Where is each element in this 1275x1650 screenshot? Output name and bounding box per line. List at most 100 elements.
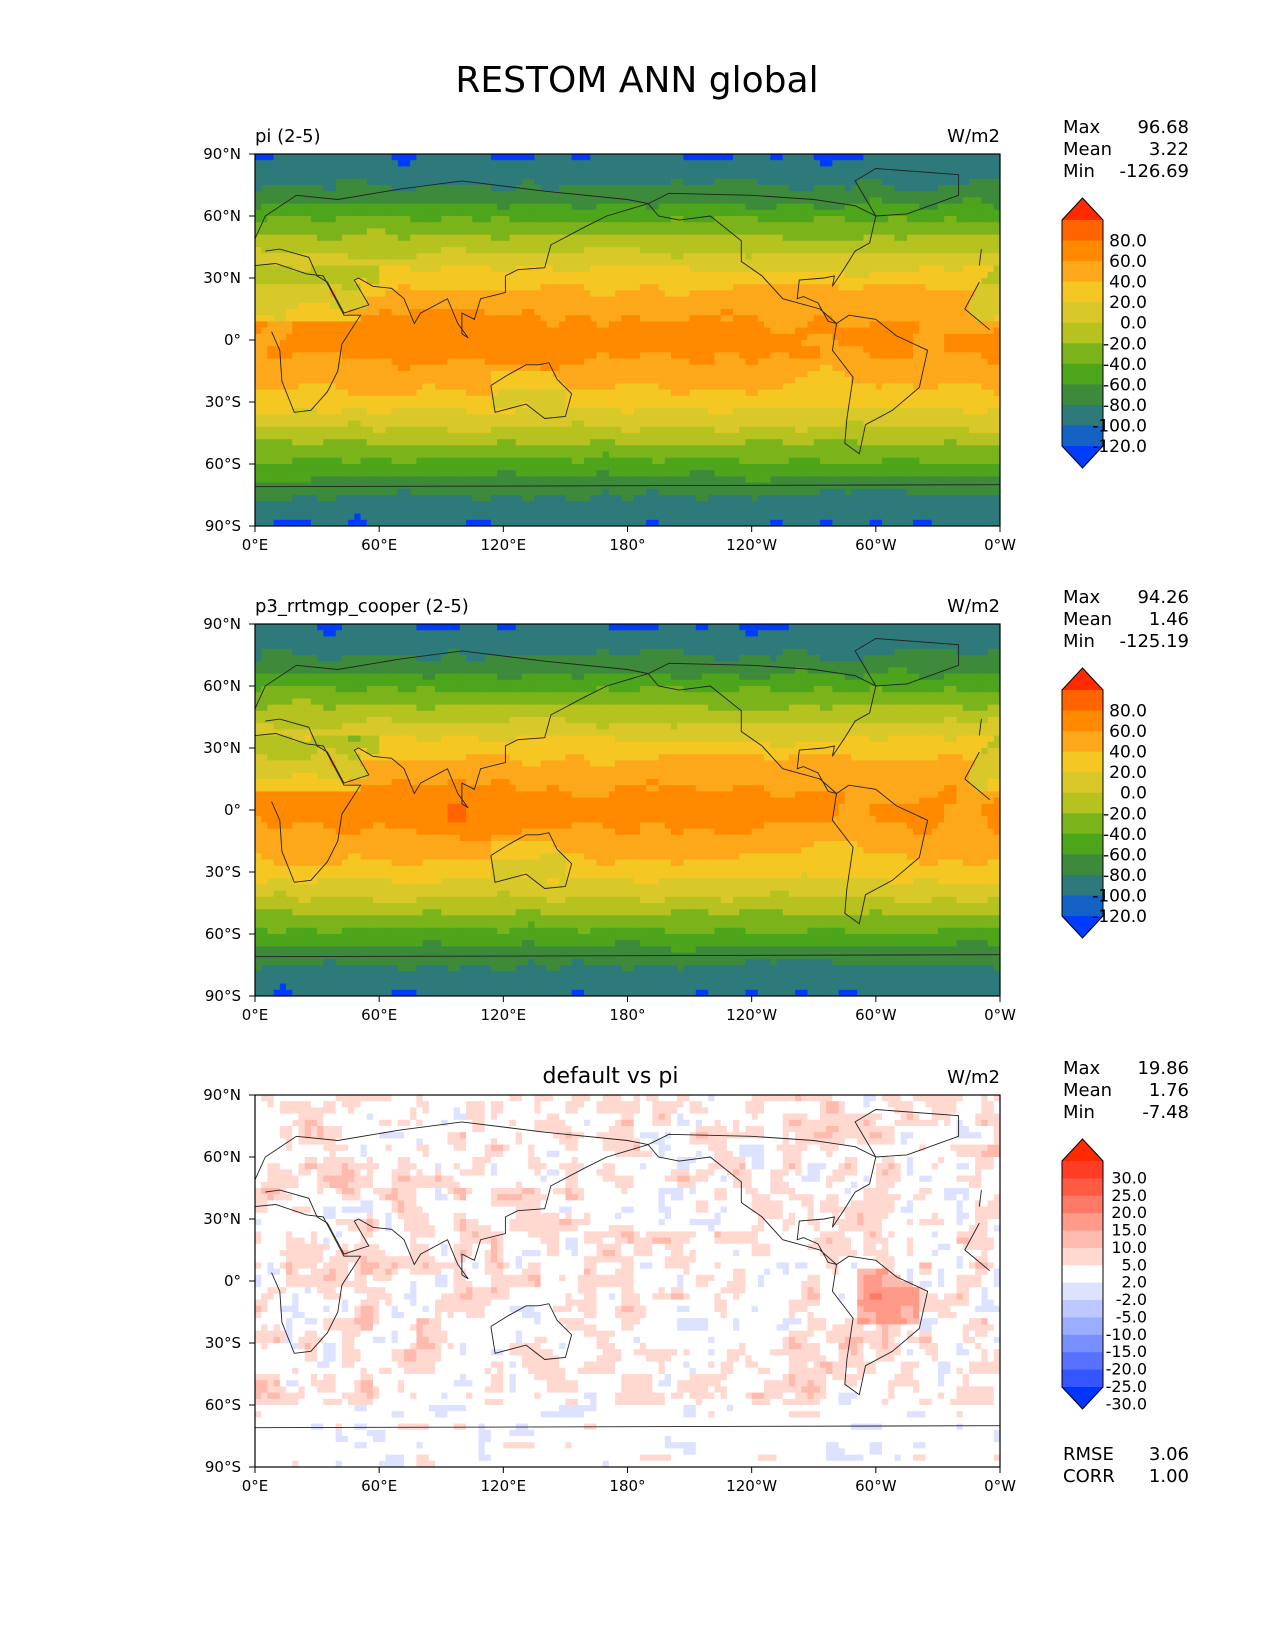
lat-tick-label: 60°N: [203, 677, 241, 695]
stat-value: 3.22: [1149, 139, 1189, 160]
panel-units: W/m2: [947, 1067, 1000, 1088]
colorbar-tick-label: -40.0: [1103, 355, 1147, 375]
colorbar-segment: [1062, 241, 1103, 262]
colorbar-tick-label: -80.0: [1103, 396, 1147, 416]
lat-tick-label: 30°S: [205, 393, 241, 411]
lat-tick-label: 60°S: [205, 1396, 241, 1414]
stat-value: -126.69: [1120, 161, 1189, 182]
stat-label: Mean: [1063, 1080, 1112, 1101]
colorbar-tick-label: 30.0: [1111, 1168, 1147, 1187]
lat-tick-label: 60°S: [205, 925, 241, 943]
colorbar-segment: [1062, 1231, 1103, 1249]
colorbar-tick-label: -100.0: [1092, 416, 1147, 436]
panel-units: W/m2: [947, 126, 1000, 147]
stat-label: Mean: [1063, 609, 1112, 630]
colorbar-segment: [1062, 834, 1103, 855]
colorbar-tick-label: 80.0: [1109, 232, 1147, 252]
colorbar-tick-label: -40.0: [1103, 825, 1147, 845]
lon-tick-label: 120°W: [726, 1006, 777, 1024]
colorbar-tick-label: -5.0: [1116, 1307, 1147, 1326]
lat-tick-label: 90°S: [205, 517, 241, 535]
colorbar-segment: [1062, 1317, 1103, 1335]
colorbar-tick-label: -120.0: [1092, 437, 1147, 457]
colorbar-tick-label: -10.0: [1106, 1325, 1147, 1344]
colorbar-tick-label: 40.0: [1109, 743, 1147, 763]
stat-label: Min: [1063, 631, 1095, 652]
colorbar-segment: [1062, 813, 1103, 834]
lon-tick-label: 120°W: [726, 536, 777, 554]
lon-tick-label: 0°E: [242, 536, 269, 554]
lon-tick-label: 120°E: [481, 536, 527, 554]
lat-tick-label: 90°S: [205, 1458, 241, 1476]
colorbar-segment: [1062, 752, 1103, 773]
colorbar-tick-label: -100.0: [1092, 886, 1147, 906]
colorbar-segment: [1062, 1283, 1103, 1301]
lon-tick-label: 60°E: [361, 1006, 397, 1024]
colorbar-segment: [1062, 1196, 1103, 1214]
stat-value: -7.48: [1142, 1102, 1189, 1123]
stat-label: Max: [1063, 1058, 1101, 1079]
colorbar-segment: [1062, 364, 1103, 385]
lon-tick-label: 0°W: [984, 1477, 1016, 1495]
colorbar-segment: [1062, 772, 1103, 793]
colorbar-tick-label: 20.0: [1111, 1203, 1147, 1222]
lat-tick-label: 30°N: [203, 269, 241, 287]
colorbar-segment: [1062, 690, 1103, 711]
stat-label: Max: [1063, 117, 1101, 138]
colorbar-tick-label: -20.0: [1103, 804, 1147, 824]
colorbar-segment: [1062, 1248, 1103, 1266]
colorbar-tick-label: 15.0: [1111, 1221, 1147, 1240]
footer-stat-value: 3.06: [1149, 1444, 1189, 1465]
stat-label: Max: [1063, 587, 1101, 608]
panel-diff: 0°E 60°E 120°E 180° 120°W 60°W 0°W90°N60°N30°N…: [203, 1058, 1189, 1495]
panel-units: W/m2: [947, 596, 1000, 617]
lat-tick-label: 90°N: [203, 145, 241, 163]
colorbar-extend-max: [1062, 1139, 1103, 1161]
lon-tick-label: 60°E: [361, 1477, 397, 1495]
colorbar-extend-max: [1062, 198, 1103, 220]
colorbar-segment: [1062, 282, 1103, 303]
colorbar-tick-label: -60.0: [1103, 375, 1147, 395]
lon-tick-label: 60°E: [361, 536, 397, 554]
lon-tick-label: 0°E: [242, 1006, 269, 1024]
colorbar-segment: [1062, 1300, 1103, 1318]
colorbar-tick-label: -20.0: [1106, 1360, 1147, 1379]
colorbar-extend-max: [1062, 668, 1103, 690]
colorbar-segment: [1062, 302, 1103, 323]
footer-stat-label: RMSE: [1063, 1444, 1114, 1465]
lon-tick-label: 180°: [609, 1006, 645, 1024]
colorbar-segment: [1062, 731, 1103, 752]
lat-tick-label: 90°N: [203, 615, 241, 633]
colorbar-segment: [1062, 1352, 1103, 1370]
stat-value: 94.26: [1137, 587, 1189, 608]
panel-left-title: pi (2-5): [255, 126, 321, 147]
lat-tick-label: 30°N: [203, 739, 241, 757]
lat-tick-label: 60°N: [203, 207, 241, 225]
colorbar-tick-label: -15.0: [1106, 1342, 1147, 1361]
lon-tick-label: 0°W: [984, 536, 1016, 554]
colorbar-segment: [1062, 1335, 1103, 1353]
colorbar-tick-label: 2.0: [1122, 1273, 1147, 1292]
lat-tick-label: 0°: [224, 801, 241, 819]
colorbar-tick-label: 40.0: [1109, 273, 1147, 293]
lon-tick-label: 60°W: [855, 536, 897, 554]
colorbar-segment: [1062, 261, 1103, 282]
colorbar-segment: [1062, 1178, 1103, 1196]
stat-value: -125.19: [1120, 631, 1189, 652]
lon-tick-label: 60°W: [855, 1006, 897, 1024]
colorbar-tick-label: 20.0: [1109, 763, 1147, 783]
colorbar-segment: [1062, 854, 1103, 875]
stat-value: 1.76: [1149, 1080, 1189, 1101]
colorbar-tick-label: -60.0: [1103, 845, 1147, 865]
stat-value: 1.46: [1149, 609, 1189, 630]
colorbar-segment: [1062, 1265, 1103, 1283]
lat-tick-label: 60°S: [205, 455, 241, 473]
colorbar-segment: [1062, 793, 1103, 814]
colorbar-tick-label: 60.0: [1109, 252, 1147, 272]
colorbar-tick-label: 25.0: [1111, 1186, 1147, 1205]
lat-tick-label: 0°: [224, 331, 241, 349]
colorbar-segment: [1062, 1370, 1103, 1388]
colorbar-segment: [1062, 343, 1103, 364]
colorbar-segment: [1062, 1161, 1103, 1179]
